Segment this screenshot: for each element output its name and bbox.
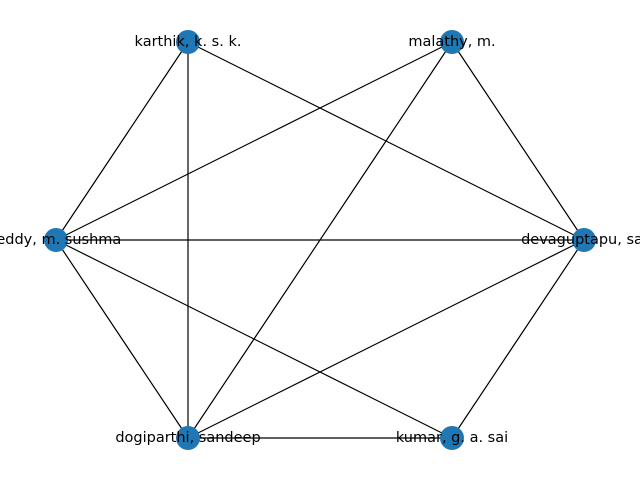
node-label-kumar: kumar, g. a. sai	[396, 430, 508, 446]
edges-layer	[55, 41, 585, 439]
node-label-dogiparthi: dogiparthi, sandeep	[115, 430, 260, 446]
node-reddy	[44, 228, 68, 252]
node-label-malathy: malathy, m.	[408, 34, 495, 50]
edge-karthik-reddy	[55, 41, 189, 241]
edge-reddy-dogiparthi	[55, 239, 189, 439]
node-label-reddy: reddy, m. sushma	[0, 232, 121, 248]
edge-devaguptapu-kumar	[451, 239, 585, 439]
edge-devaguptapu-dogiparthi	[187, 239, 585, 439]
nodes-layer	[44, 30, 596, 450]
node-kumar	[440, 426, 464, 450]
node-label-karthik: karthik, k. s. k.	[135, 34, 242, 50]
node-karthik	[176, 30, 200, 54]
node-devaguptapu	[572, 228, 596, 252]
node-dogiparthi	[176, 426, 200, 450]
node-malathy	[440, 30, 464, 54]
node-label-devaguptapu: devaguptapu, sai	[521, 232, 640, 248]
edge-malathy-reddy	[55, 41, 453, 241]
edge-malathy-devaguptapu	[451, 41, 585, 241]
labels-layer: karthik, k. s. k. malathy, m. reddy, m. su…	[0, 34, 640, 446]
edge-reddy-kumar	[55, 239, 453, 439]
